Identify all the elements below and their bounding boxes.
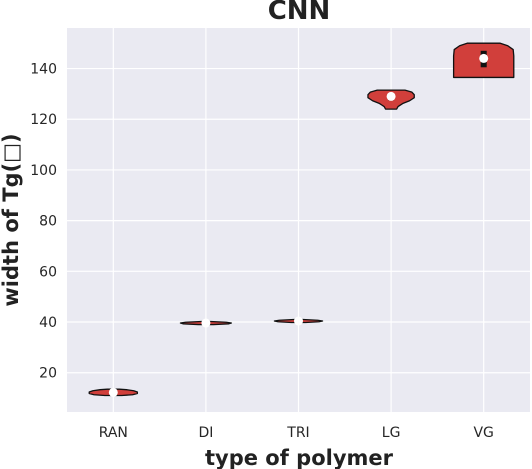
x-tick-label: RAN <box>99 425 128 441</box>
x-tick-label: TRI <box>286 425 309 441</box>
median-point <box>201 318 211 328</box>
y-tick-label: 40 <box>39 315 57 331</box>
y-tick-label: 20 <box>39 366 57 382</box>
chart-title: CNN <box>268 0 331 26</box>
median-point <box>386 91 396 101</box>
y-tick-label: 80 <box>39 214 57 230</box>
y-tick-label: 100 <box>30 163 57 179</box>
x-tick-label: VG <box>473 425 493 441</box>
x-axis-label: type of polymer <box>205 446 394 469</box>
median-point <box>479 53 489 63</box>
median-point <box>108 387 118 397</box>
median-point <box>294 316 303 326</box>
x-tick-label: LG <box>382 425 401 441</box>
y-tick-label: 60 <box>39 264 57 280</box>
tick-labels: 20 40 60 80 100 120 140 RAN DI TRI LG VG <box>30 62 494 441</box>
y-tick-label: 140 <box>30 62 57 78</box>
y-axis-label: width of Tg(□) <box>0 133 23 306</box>
violins <box>88 42 515 397</box>
y-tick-label: 120 <box>30 112 57 128</box>
x-tick-label: DI <box>198 425 213 441</box>
